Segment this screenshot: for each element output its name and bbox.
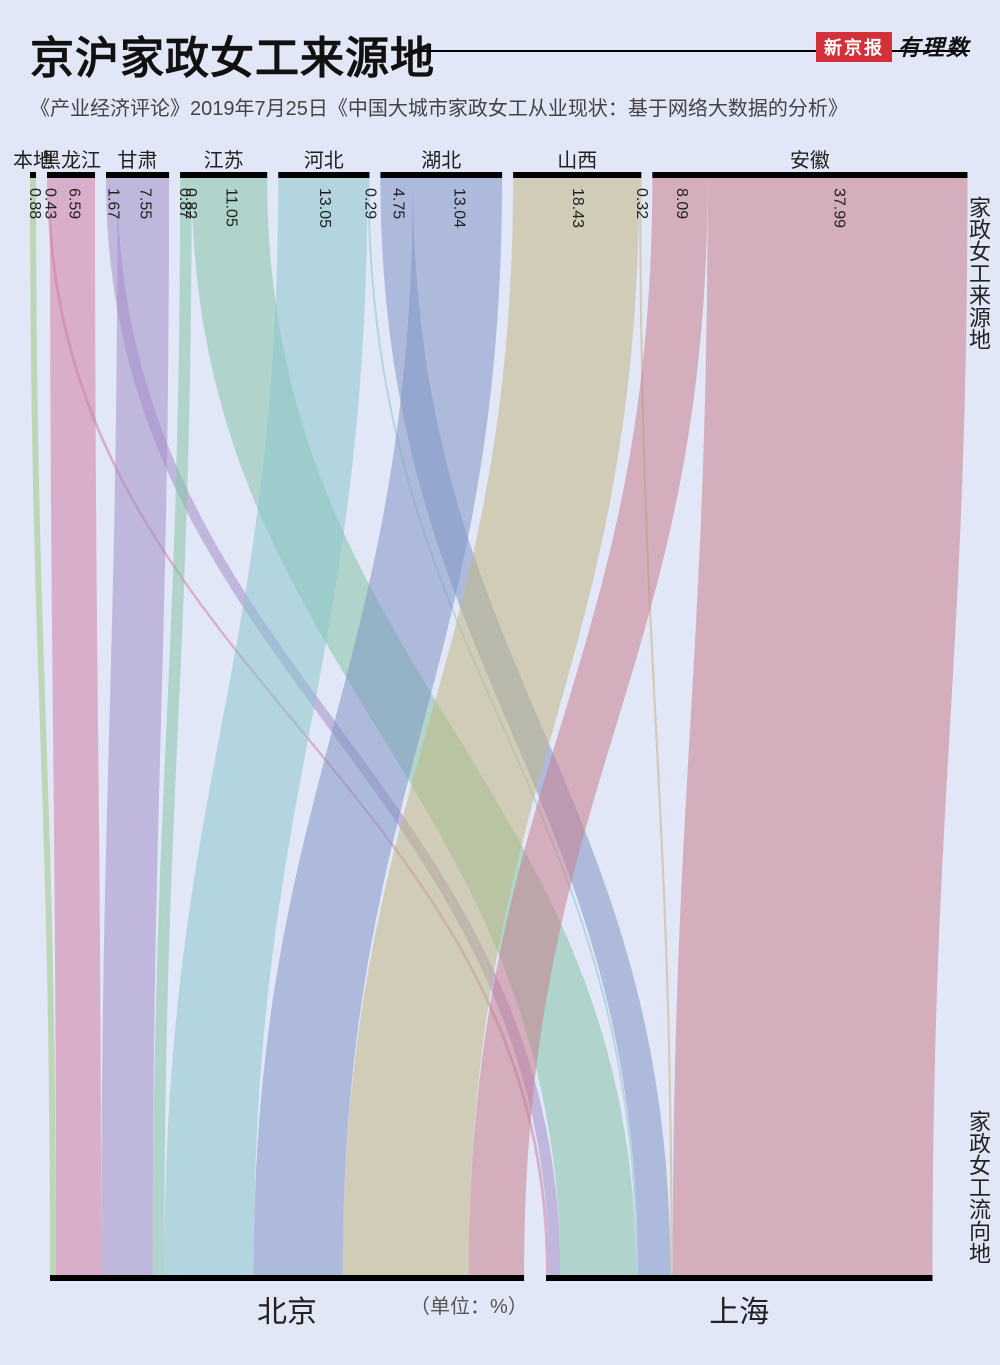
source-label: 河北 [304,144,344,173]
flow-value: 13.04 [450,188,468,228]
dest-label: 上海 [709,1287,769,1331]
sankey-chart: { "meta": { "title": "京沪家政女工来源地", "subti… [0,0,1000,1365]
side-label-top: 家政女工来源地 [962,196,994,350]
flow-value: 11.05 [221,188,239,227]
dest-label: 北京 [257,1287,317,1331]
flow-value: 6.59 [64,188,82,219]
source-label: 安徽 [790,144,830,173]
flow-value: 0.82 [181,188,199,219]
source-label: 江苏 [204,144,244,173]
flow-value: 0.43 [40,188,58,219]
source-label: 黑龙江 [41,144,101,173]
flow-value: 4.75 [389,188,407,219]
flow-value: 0.29 [360,188,378,219]
source-label: 湖北 [421,144,461,173]
flow-value: 1.67 [104,188,122,219]
unit-label: （单位：%） [410,1290,528,1319]
source-label: 甘肃 [118,144,158,173]
flow-value: 8.09 [672,188,690,219]
flow-value: 37.99 [830,188,848,228]
flow-value: 0.32 [632,188,650,219]
side-label-bottom: 家政女工流向地 [962,1110,994,1264]
source-label: 山西 [557,144,597,173]
flow-value: 13.05 [315,188,333,228]
flow-value: 18.43 [568,188,586,228]
flow-value: 7.55 [135,188,153,219]
